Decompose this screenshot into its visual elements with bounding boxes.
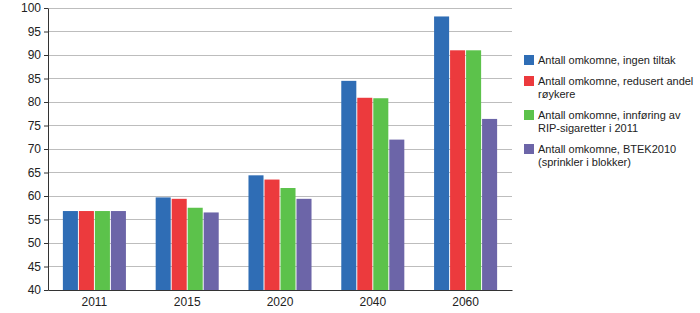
tick: 70 <box>28 142 48 156</box>
tick: 2015 <box>174 290 201 309</box>
tick-label: 45 <box>28 260 42 274</box>
tick: 2020 <box>267 290 294 309</box>
tick-mark <box>44 267 48 268</box>
grid <box>48 8 512 290</box>
tick: 55 <box>28 213 48 227</box>
bars <box>63 16 497 290</box>
tick-mark <box>44 290 48 291</box>
bar <box>204 212 219 290</box>
legend-label: Antall omkomne, BTEK2010(sprinkler i blo… <box>538 143 676 168</box>
tick-label: 80 <box>28 95 42 109</box>
y-axis: 40 45 50 55 60 65 70 75 80 85 90 95 100 <box>21 1 49 297</box>
bar <box>357 98 372 290</box>
bar <box>63 211 78 290</box>
bar <box>389 140 404 290</box>
bar <box>280 188 295 290</box>
legend-swatch <box>524 110 534 120</box>
tick-label: 2020 <box>267 295 294 309</box>
tick-label: 50 <box>28 236 42 250</box>
bar <box>95 211 110 290</box>
axis-line <box>49 290 513 291</box>
bar <box>79 211 94 290</box>
tick: 100 <box>21 1 48 15</box>
tick-mark <box>44 8 48 9</box>
tick: 80 <box>28 95 48 109</box>
tick: 95 <box>28 25 48 39</box>
bar <box>466 50 481 290</box>
tick-mark <box>44 126 48 127</box>
legend-label: Antall omkomne, redusert andelrøykere <box>538 75 693 100</box>
tick-mark <box>44 149 48 150</box>
tick: 2040 <box>359 290 386 309</box>
tick-label: 60 <box>28 189 42 203</box>
legend: Antall omkomne, ingen tiltak Antall omkom… <box>524 54 693 168</box>
tick-label: 2011 <box>81 295 107 309</box>
legend-label: Antall omkomne, innføring avRIP-sigarett… <box>538 109 681 134</box>
bar <box>172 199 187 290</box>
tick-mark <box>44 220 48 221</box>
tick-label: 100 <box>21 1 41 15</box>
bar <box>111 211 126 290</box>
tick: 2060 <box>452 290 479 309</box>
bar <box>450 50 465 290</box>
tick-mark <box>44 243 48 244</box>
tick-label: 55 <box>28 213 42 227</box>
legend-swatch <box>524 76 534 86</box>
bar <box>248 175 263 290</box>
bar <box>482 119 497 290</box>
tick: 75 <box>28 119 48 133</box>
tick-mark <box>44 55 48 56</box>
bar <box>264 180 279 290</box>
legend-swatch <box>524 144 534 154</box>
tick-label: 70 <box>28 142 42 156</box>
legend-swatch <box>524 55 534 65</box>
x-axis: 2011 2015 2020 2040 2060 <box>49 290 513 309</box>
tick-label: 85 <box>28 72 42 86</box>
grid-line <box>48 8 512 9</box>
tick: 40 <box>28 283 48 297</box>
tick-mark <box>44 173 48 174</box>
tick: 2011 <box>81 290 107 309</box>
tick-label: 90 <box>28 48 42 62</box>
tick: 90 <box>28 48 48 62</box>
tick-label: 40 <box>28 283 42 297</box>
tick-label: 65 <box>28 166 42 180</box>
tick-mark <box>44 196 48 197</box>
bar <box>296 199 311 290</box>
chart: 4045505560657075808590951002011201520202… <box>0 0 700 313</box>
tick-label: 2060 <box>452 295 479 309</box>
tick: 60 <box>28 189 48 203</box>
tick-mark <box>44 32 48 33</box>
tick-label: 75 <box>28 119 42 133</box>
legend-label: Antall omkomne, ingen tiltak <box>538 54 676 66</box>
axis-line <box>48 9 49 291</box>
bar <box>156 197 171 290</box>
bar <box>373 98 388 290</box>
tick: 50 <box>28 236 48 250</box>
tick-label: 2040 <box>359 295 386 309</box>
tick-mark <box>44 102 48 103</box>
bar <box>434 16 449 290</box>
tick: 85 <box>28 72 48 86</box>
tick: 45 <box>28 260 48 274</box>
tick-label: 95 <box>28 25 42 39</box>
tick: 65 <box>28 166 48 180</box>
bar <box>341 81 356 290</box>
tick-label: 2015 <box>174 295 201 309</box>
tick-mark <box>44 79 48 80</box>
bar <box>188 208 203 290</box>
